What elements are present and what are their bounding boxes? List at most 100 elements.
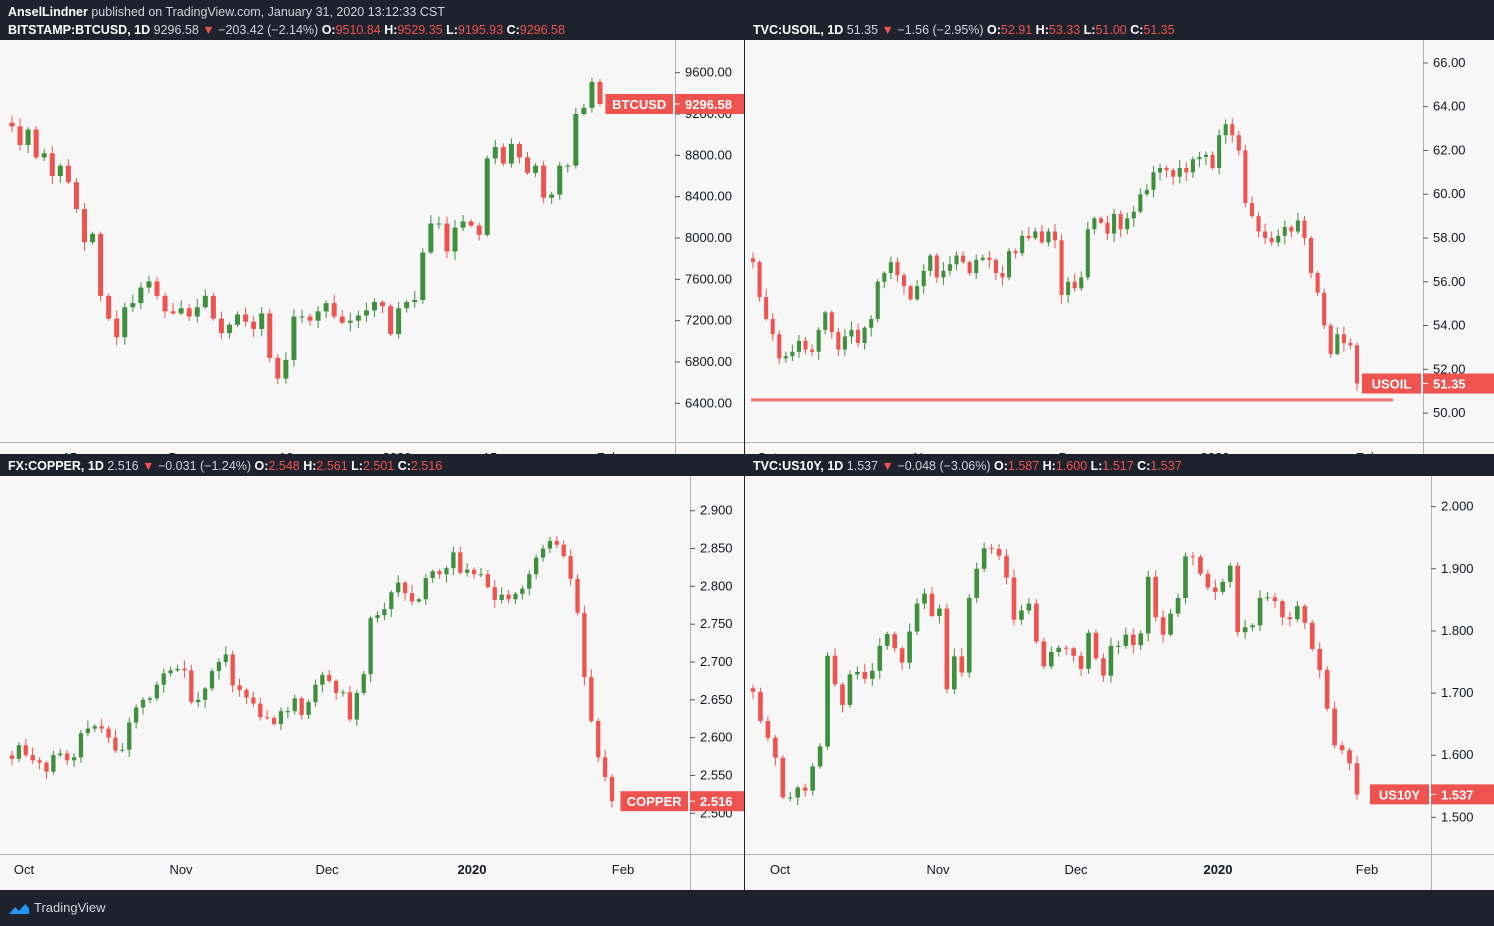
candle[interactable] xyxy=(1210,151,1215,171)
candle[interactable] xyxy=(65,750,70,765)
candle[interactable] xyxy=(1085,221,1090,281)
candle[interactable] xyxy=(1052,224,1058,249)
candle[interactable] xyxy=(750,252,756,269)
candle[interactable] xyxy=(1177,159,1182,184)
candle[interactable] xyxy=(430,569,435,583)
candle[interactable] xyxy=(1123,627,1129,649)
chart-pane-btcusd[interactable]: BITSTAMP:BTCUSD, 1D 9296.58 ▼ −203.42 (−… xyxy=(0,20,744,454)
candle[interactable] xyxy=(1276,229,1281,247)
candle[interactable] xyxy=(120,743,125,753)
candle[interactable] xyxy=(1190,552,1196,566)
candle[interactable] xyxy=(98,231,104,301)
candle[interactable] xyxy=(361,670,366,696)
candle[interactable] xyxy=(1145,570,1151,642)
candle[interactable] xyxy=(974,254,979,279)
candle[interactable] xyxy=(1168,608,1173,637)
candle[interactable] xyxy=(267,309,273,362)
chart-canvas[interactable]: 66.00 64.00 62.00 60.00 58.00 56.00 54.00 52.00… xyxy=(745,40,1494,454)
candle[interactable] xyxy=(533,163,539,178)
candle[interactable] xyxy=(1243,144,1248,208)
candle[interactable] xyxy=(895,257,900,282)
candle[interactable] xyxy=(534,554,539,580)
candle[interactable] xyxy=(987,251,992,269)
candle[interactable] xyxy=(829,310,834,339)
candle[interactable] xyxy=(1079,271,1084,291)
candle[interactable] xyxy=(582,605,587,686)
candle[interactable] xyxy=(790,344,795,362)
candle[interactable] xyxy=(1190,156,1195,178)
candle[interactable] xyxy=(802,783,808,797)
candle[interactable] xyxy=(597,79,603,107)
candle[interactable] xyxy=(78,730,84,763)
candle[interactable] xyxy=(875,278,880,323)
last-price-tag[interactable]: US10Y 1.537 xyxy=(1370,784,1494,805)
candle[interactable] xyxy=(291,308,297,367)
candle[interactable] xyxy=(1295,600,1300,623)
candle[interactable] xyxy=(1125,212,1130,235)
candle[interactable] xyxy=(888,256,893,280)
candle[interactable] xyxy=(368,615,373,683)
candle[interactable] xyxy=(961,251,966,265)
candle[interactable] xyxy=(323,300,329,319)
candle[interactable] xyxy=(114,310,120,346)
candle[interactable] xyxy=(1348,338,1353,350)
candle[interactable] xyxy=(9,115,15,133)
candle[interactable] xyxy=(389,590,394,618)
candle[interactable] xyxy=(471,567,477,579)
candle[interactable] xyxy=(996,544,1002,561)
candle[interactable] xyxy=(85,720,90,737)
candle[interactable] xyxy=(1151,165,1156,198)
candle[interactable] xyxy=(1328,323,1333,358)
candle[interactable] xyxy=(825,652,830,750)
candle[interactable] xyxy=(1175,593,1181,618)
candle[interactable] xyxy=(1235,562,1241,637)
candle[interactable] xyxy=(1269,231,1274,246)
candle[interactable] xyxy=(765,716,771,742)
candle[interactable] xyxy=(17,118,23,151)
candle[interactable] xyxy=(194,298,200,323)
candle[interactable] xyxy=(306,699,311,720)
candle[interactable] xyxy=(602,749,608,782)
candle[interactable] xyxy=(575,574,580,616)
candle[interactable] xyxy=(1020,230,1025,256)
candle[interactable] xyxy=(1217,129,1222,175)
candle[interactable] xyxy=(989,544,994,555)
candle[interactable] xyxy=(428,215,434,255)
candle[interactable] xyxy=(299,309,305,324)
candle[interactable] xyxy=(404,299,410,313)
candle[interactable] xyxy=(175,664,180,672)
candle[interactable] xyxy=(71,753,77,767)
chart-pane-usoil[interactable]: TVC:USOIL, 1D 51.35 ▼ −1.56 (−2.95%) O:5… xyxy=(745,20,1494,454)
footer-brand[interactable]: TradingView xyxy=(34,900,106,915)
candle[interactable] xyxy=(347,685,353,722)
candle[interactable] xyxy=(182,660,187,679)
candle[interactable] xyxy=(869,315,874,337)
candle[interactable] xyxy=(1213,579,1218,601)
candle[interactable] xyxy=(966,594,972,678)
candle[interactable] xyxy=(106,293,112,321)
candle[interactable] xyxy=(251,692,256,708)
candle[interactable] xyxy=(1101,653,1106,682)
candle[interactable] xyxy=(1046,228,1051,247)
candle[interactable] xyxy=(609,774,615,808)
candle[interactable] xyxy=(444,565,449,583)
candle[interactable] xyxy=(1164,165,1169,178)
candle[interactable] xyxy=(1138,630,1144,650)
candle[interactable] xyxy=(862,325,867,350)
candle[interactable] xyxy=(832,648,838,687)
candle[interactable] xyxy=(1039,224,1044,245)
candle[interactable] xyxy=(265,710,270,720)
candle[interactable] xyxy=(847,670,853,708)
candle[interactable] xyxy=(90,231,96,245)
candle[interactable] xyxy=(154,681,159,701)
candle[interactable] xyxy=(1309,619,1315,652)
candle[interactable] xyxy=(581,104,587,116)
candle[interactable] xyxy=(1130,628,1136,654)
candle[interactable] xyxy=(237,678,242,697)
candle[interactable] xyxy=(1184,162,1189,182)
candle[interactable] xyxy=(51,750,56,775)
candle[interactable] xyxy=(547,537,553,553)
candle[interactable] xyxy=(168,666,173,677)
candle[interactable] xyxy=(476,222,482,241)
candle[interactable] xyxy=(929,586,935,618)
